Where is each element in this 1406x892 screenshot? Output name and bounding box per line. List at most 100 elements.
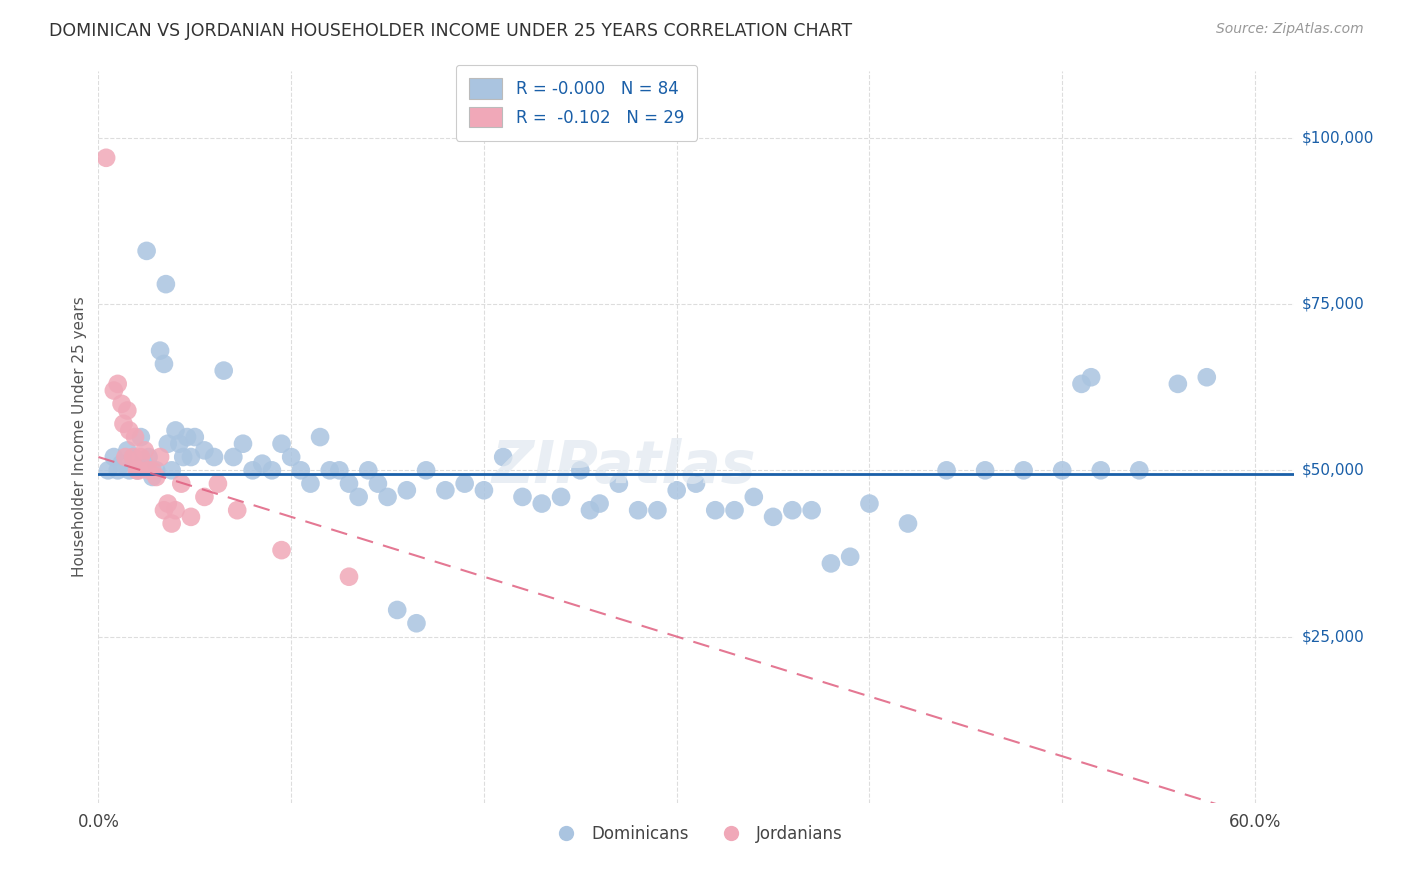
Point (155, 277, 177, 292)
Point (290, 463, 312, 477)
Point (1012, 463, 1035, 477)
Point (118, 424, 141, 438)
Point (1090, 463, 1112, 477)
Point (299, 476, 322, 491)
Point (377, 490, 399, 504)
Point (117, 403, 139, 417)
Point (117, 443, 139, 458)
Point (367, 476, 389, 491)
Point (704, 503, 727, 517)
Point (579, 503, 602, 517)
Point (309, 430, 332, 444)
Text: Source: ZipAtlas.com: Source: ZipAtlas.com (1216, 22, 1364, 37)
Point (1080, 370, 1102, 384)
Point (125, 463, 148, 477)
Point (176, 430, 198, 444)
Point (110, 397, 132, 411)
Point (347, 490, 370, 504)
Point (169, 436, 191, 450)
Point (328, 463, 350, 477)
Point (395, 483, 418, 498)
Point (1070, 376, 1092, 391)
Point (226, 503, 249, 517)
Point (492, 450, 515, 464)
Point (110, 457, 132, 471)
Point (974, 463, 997, 477)
Point (124, 430, 146, 444)
Point (1050, 463, 1073, 477)
Point (160, 516, 183, 531)
Point (212, 363, 235, 377)
Point (800, 503, 823, 517)
Point (319, 463, 342, 477)
Point (357, 463, 380, 477)
Point (114, 450, 136, 464)
Point (252, 457, 274, 471)
Point (129, 450, 152, 464)
Point (193, 490, 215, 504)
Point (858, 497, 880, 511)
Point (145, 470, 167, 484)
Point (405, 616, 427, 631)
Text: $25,000: $25,000 (1302, 629, 1365, 644)
Point (122, 450, 145, 464)
Point (742, 490, 765, 504)
Point (550, 490, 572, 504)
Point (202, 450, 225, 464)
Point (180, 450, 202, 464)
Point (685, 476, 707, 491)
Point (270, 436, 292, 450)
Point (222, 450, 245, 464)
Point (242, 463, 264, 477)
Text: ZIPatlas: ZIPatlas (492, 438, 756, 495)
Point (184, 430, 207, 444)
Point (153, 357, 176, 371)
Point (129, 430, 152, 444)
Point (1128, 463, 1150, 477)
Point (1195, 370, 1218, 384)
Point (149, 343, 172, 358)
Point (723, 503, 745, 517)
Point (128, 463, 150, 477)
Point (897, 516, 920, 531)
Point (415, 463, 437, 477)
Point (160, 463, 183, 477)
Point (103, 450, 125, 464)
Point (149, 450, 172, 464)
Text: $50,000: $50,000 (1302, 463, 1365, 478)
Point (782, 503, 804, 517)
Point (207, 476, 229, 491)
Point (145, 463, 167, 477)
Point (434, 483, 457, 498)
Point (337, 476, 360, 491)
Text: $75,000: $75,000 (1302, 297, 1365, 311)
Point (260, 463, 283, 477)
Point (141, 463, 163, 477)
Point (453, 476, 475, 491)
Point (607, 476, 630, 491)
Point (97, 463, 120, 477)
Point (337, 570, 360, 584)
Point (138, 463, 160, 477)
Point (112, 417, 135, 431)
Point (156, 497, 179, 511)
Point (170, 476, 193, 491)
Point (665, 483, 688, 498)
Point (134, 443, 156, 458)
Point (107, 376, 129, 391)
Point (138, 450, 160, 464)
Point (153, 503, 176, 517)
Point (569, 463, 592, 477)
Point (647, 503, 669, 517)
Point (1167, 376, 1189, 391)
Point (165, 424, 187, 438)
Point (820, 557, 842, 571)
Point (588, 497, 610, 511)
Point (472, 483, 495, 498)
Point (935, 463, 957, 477)
Point (118, 463, 141, 477)
Point (122, 450, 145, 464)
Point (193, 443, 215, 458)
Point (232, 436, 254, 450)
Point (627, 503, 650, 517)
